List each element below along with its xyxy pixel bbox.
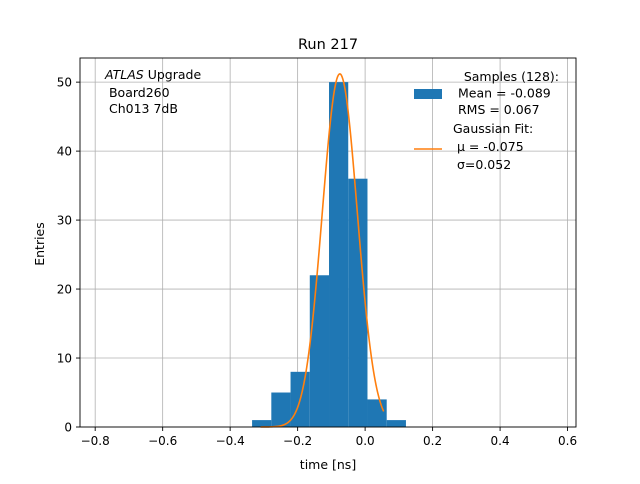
x-tick-label: 0.2 bbox=[423, 434, 442, 448]
histogram-bar bbox=[386, 420, 406, 427]
x-tick-label: −0.4 bbox=[216, 434, 245, 448]
histogram-bar bbox=[348, 178, 368, 427]
annotation-channel: Ch013 7dB bbox=[105, 101, 178, 116]
legend: Samples (128): Mean = -0.089 RMS = 0.067… bbox=[414, 69, 559, 172]
histogram-bar bbox=[329, 82, 349, 427]
x-tick-label: −0.6 bbox=[148, 434, 177, 448]
x-tick-label: −0.8 bbox=[81, 434, 110, 448]
legend-fit-line: σ=0.052 bbox=[453, 157, 511, 172]
atlas-annotation: ATLAS Upgrade Board260 Ch013 7dB bbox=[104, 67, 201, 116]
legend-samples-line: Mean = -0.089 bbox=[454, 86, 551, 101]
legend-histogram-swatch bbox=[414, 89, 442, 99]
axes: −0.8 −0.6 −0.4 −0.2 0.0 0.2 0.4 0.6 0 10 20 30 40 50 bbox=[57, 57, 577, 448]
legend-fit-text: Gaussian Fit: μ = -0.075 σ=0.052 bbox=[453, 121, 533, 172]
svg-text:ATLAS Upgrade: ATLAS Upgrade bbox=[104, 67, 201, 82]
y-tick-label: 40 bbox=[57, 145, 72, 159]
x-axis-label: time [ns] bbox=[300, 457, 356, 472]
y-axis-label: Entries bbox=[32, 222, 47, 266]
gaussian-fit-curve bbox=[260, 72, 385, 428]
x-tick-label: 0.6 bbox=[558, 434, 577, 448]
y-tick-label: 20 bbox=[57, 283, 72, 297]
annotation-board: Board260 bbox=[105, 85, 170, 100]
chart-title: Run 217 bbox=[298, 37, 358, 53]
plot-frame bbox=[79, 57, 577, 428]
histogram-bar bbox=[252, 420, 272, 427]
legend-fit-line: Gaussian Fit: bbox=[453, 121, 533, 136]
legend-samples-text: Samples (128): Mean = -0.089 RMS = 0.067 bbox=[454, 69, 559, 117]
legend-samples-line: RMS = 0.067 bbox=[454, 102, 540, 117]
legend-fit-line: μ = -0.075 bbox=[453, 139, 524, 154]
y-tick-label: 50 bbox=[57, 76, 72, 90]
x-tick-label: 0.4 bbox=[491, 434, 510, 448]
x-tick-label: −0.2 bbox=[283, 434, 312, 448]
histogram-bar bbox=[309, 275, 330, 427]
annotation-italic: ATLAS bbox=[104, 67, 144, 82]
legend-samples-line: Samples (128): bbox=[464, 69, 559, 84]
y-tick-label: 30 bbox=[57, 214, 72, 228]
y-tick-label: 0 bbox=[64, 421, 72, 435]
x-tick-label: 0.0 bbox=[356, 434, 375, 448]
histogram-bars bbox=[252, 82, 406, 427]
annotation-rest: Upgrade bbox=[144, 67, 202, 82]
gaussian-fit bbox=[260, 72, 385, 428]
histogram-bar bbox=[271, 392, 291, 427]
histogram-bar bbox=[367, 399, 387, 427]
y-tick-label: 10 bbox=[57, 352, 72, 366]
